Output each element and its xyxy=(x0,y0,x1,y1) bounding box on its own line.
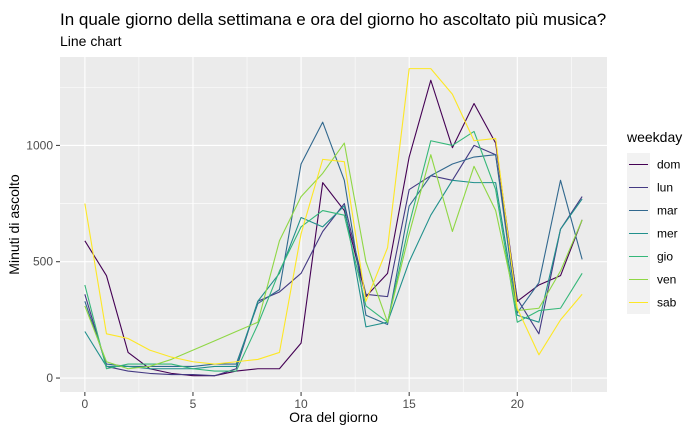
legend-label-gio: gio xyxy=(657,250,673,264)
y-axis: 0 500 1000 xyxy=(26,138,60,385)
legend-label-mar: mar xyxy=(657,204,678,218)
x-tick-label: 0 xyxy=(82,397,89,411)
legend-label-ven: ven xyxy=(657,273,676,287)
x-tick-label: 20 xyxy=(511,397,525,411)
legend-label-mer: mer xyxy=(657,227,678,241)
x-axis: 0 5 10 15 20 xyxy=(82,392,525,411)
chart-subtitle: Line chart xyxy=(60,33,122,49)
x-tick-label: 5 xyxy=(190,397,197,411)
x-tick-label: 10 xyxy=(294,397,308,411)
legend-label-sab: sab xyxy=(657,296,677,310)
y-axis-title: Minuti di ascolto xyxy=(6,174,22,275)
grid-major xyxy=(60,57,607,392)
chart-title: In quale giorno della settimana e ora de… xyxy=(60,10,606,29)
legend-title: weekday xyxy=(626,129,682,145)
y-tick-label: 1000 xyxy=(26,138,53,152)
series-line-ven xyxy=(84,142,583,370)
legend-label-lun: lun xyxy=(657,181,673,195)
legend-label-dom: dom xyxy=(657,158,680,172)
series-line-mer xyxy=(84,179,583,370)
series-line-mar xyxy=(84,121,583,367)
y-tick-label: 500 xyxy=(33,255,53,269)
y-tick-label: 0 xyxy=(46,371,53,385)
series-line-gio xyxy=(84,130,583,372)
series-lines xyxy=(84,68,583,377)
legend: weekday dom lun mar mer gio ven sab xyxy=(626,129,682,314)
series-line-sab xyxy=(84,68,583,365)
x-tick-label: 15 xyxy=(402,397,416,411)
grid-minor xyxy=(60,57,607,392)
x-axis-title: Ora del giorno xyxy=(289,409,378,425)
plot-panel xyxy=(60,57,607,392)
